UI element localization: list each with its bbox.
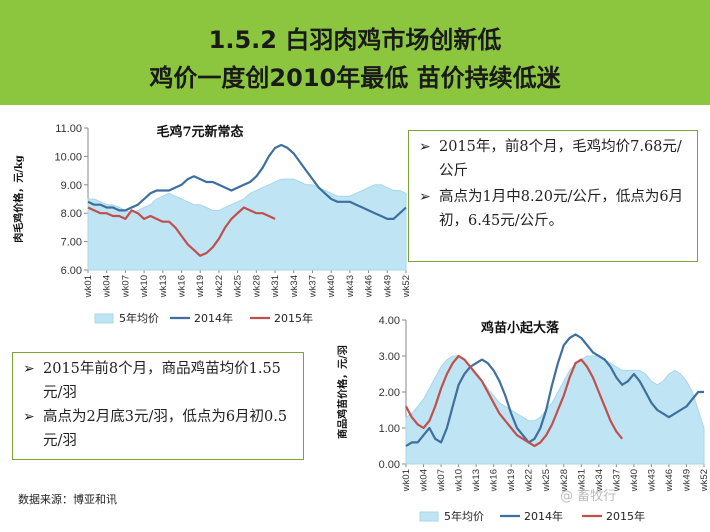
x-tick-label: wk28 <box>559 469 570 492</box>
x-tick-label: wk28 <box>251 275 262 298</box>
x-tick-label: wk43 <box>646 469 657 492</box>
legend-label: 2015年 <box>606 509 645 523</box>
note-item: ➢ 高点为2月底3元/羽，低点为6月初0.5元/羽 <box>21 405 295 453</box>
note-text: 高点为2月底3元/羽，低点为6月初0.5元/羽 <box>43 409 288 449</box>
x-tick-label: wk34 <box>289 275 300 298</box>
legend-swatch <box>94 313 114 324</box>
x-tick-label: wk04 <box>419 469 430 492</box>
note-item: ➢ 2015年，前8个月，毛鸡均价7.68元/公斤 <box>417 135 689 183</box>
series-area-0 <box>405 355 705 465</box>
legend-label: 5年均价 <box>444 509 484 523</box>
y-tick-label: 1.00 <box>379 423 400 435</box>
x-tick-label: wk16 <box>177 275 188 298</box>
series-line-1 <box>87 143 407 221</box>
x-tick-label: wk31 <box>270 275 281 298</box>
x-tick-label: wk22 <box>524 469 535 492</box>
x-tick-label: wk31 <box>576 469 587 492</box>
x-tick-label: wk22 <box>214 275 225 298</box>
series-line-2 <box>87 206 276 257</box>
x-tick-label: wk25 <box>541 469 552 492</box>
arrow-icon: ➢ <box>419 189 431 205</box>
x-tick-label: wk46 <box>364 275 375 298</box>
x-tick-label: wk40 <box>326 275 337 298</box>
series-area-0 <box>87 178 407 271</box>
note-text: 2015年，前8个月，毛鸡均价7.68元/公斤 <box>439 139 682 179</box>
series-line-2 <box>405 354 624 448</box>
watermark: @ 畜牧行 <box>560 489 617 504</box>
y-tick-label: 11.00 <box>55 123 82 135</box>
y-tick-label: 3.00 <box>379 351 400 363</box>
note-item: ➢ 高点为1月中8.20元/公斤，低点为6月初，6.45元/公斤。 <box>417 185 689 233</box>
x-tick-label: wk52 <box>699 469 710 492</box>
y-axis-label: 肉毛鸡价格，元/kg <box>12 155 25 243</box>
y-tick-label: 6.00 <box>61 265 82 277</box>
y-tick-label: 2.00 <box>379 387 400 399</box>
x-tick-label: wk01 <box>401 469 412 492</box>
data-source: 数据来源：博亚和讯 <box>18 493 117 506</box>
x-tick-label: wk13 <box>158 275 169 298</box>
note-text: 2015年前8个月，商品鸡苗均价1.55元/羽 <box>43 361 281 401</box>
header-banner <box>0 0 710 105</box>
x-tick-label: wk10 <box>139 275 150 298</box>
y-tick-label: 4.00 <box>379 315 400 327</box>
legend-swatch <box>419 511 439 522</box>
note-top-right: ➢ 2015年，前8个月，毛鸡均价7.68元/公斤 ➢ 高点为1月中8.20元/… <box>408 130 698 262</box>
x-tick-label: wk07 <box>120 275 131 298</box>
x-tick-label: wk49 <box>382 275 393 298</box>
chart-title: 鸡苗小起大落 <box>480 320 560 336</box>
x-tick-label: wk34 <box>594 469 605 492</box>
note-left: ➢ 2015年前8个月，商品鸡苗均价1.55元/羽 ➢ 高点为2月底3元/羽，低… <box>12 352 304 460</box>
x-tick-label: wk01 <box>83 275 94 298</box>
chick-price-chart: 0.00 1.00 2.00 3.00 4.00 wk01 wk04 wk07 wk10 wk13… <box>336 315 710 523</box>
y-tick-label: 9.00 <box>61 180 82 192</box>
x-tick-label: wk52 <box>401 275 412 298</box>
chicken-price-chart: 6.00 7.00 8.00 9.00 10.00 11.00 wk01 wk04 wk07 wk… <box>12 123 412 325</box>
x-tick-label: wk49 <box>681 469 692 492</box>
y-axis-label: 商品鸡苗价格，元/羽 <box>336 345 349 439</box>
x-tick-label: wk07 <box>436 469 447 492</box>
y-tick-label: 8.00 <box>61 208 82 220</box>
legend-label: 2015年 <box>274 311 313 325</box>
legend-label: 2014年 <box>194 311 233 325</box>
y-tick-label: 10.00 <box>54 151 82 163</box>
legend-label: 5年均价 <box>119 311 159 325</box>
x-tick-label: wk10 <box>454 469 465 492</box>
legend-label: 2014年 <box>524 509 563 523</box>
arrow-icon: ➢ <box>23 361 35 377</box>
chart-title: 毛鸡7元新常态 <box>156 124 243 140</box>
x-tick-label: wk25 <box>233 275 244 298</box>
arrow-icon: ➢ <box>23 409 35 425</box>
series-line-1 <box>405 333 704 447</box>
x-tick-label: wk19 <box>506 469 517 492</box>
note-text: 高点为1月中8.20元/公斤，低点为6月初，6.45元/公斤。 <box>439 189 684 229</box>
x-tick-label: wk43 <box>345 275 356 298</box>
x-tick-label: wk19 <box>195 275 206 298</box>
page-title: 1.5.2 白羽肉鸡市场创新低 <box>208 26 502 54</box>
x-tick-label: wk37 <box>611 469 622 492</box>
x-tick-label: wk40 <box>629 469 640 492</box>
x-tick-label: wk46 <box>664 469 675 492</box>
page-subtitle: 鸡价一度创2010年最低 苗价持续低迷 <box>149 64 561 92</box>
y-tick-label: 0.00 <box>379 459 400 471</box>
x-tick-label: wk04 <box>102 275 113 298</box>
note-item: ➢ 2015年前8个月，商品鸡苗均价1.55元/羽 <box>21 357 295 405</box>
x-tick-label: wk16 <box>489 469 500 492</box>
y-tick-label: 7.00 <box>61 237 82 249</box>
x-tick-label: wk37 <box>307 275 318 298</box>
arrow-icon: ➢ <box>419 139 431 155</box>
x-tick-label: wk13 <box>471 469 482 492</box>
